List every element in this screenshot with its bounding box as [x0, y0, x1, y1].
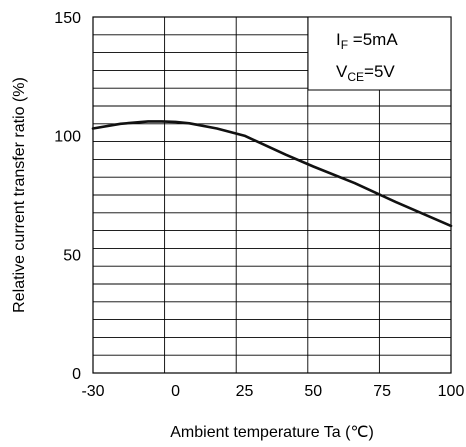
x-tick-label: 50 — [304, 383, 322, 400]
conditions-box — [307, 16, 452, 91]
series-layer — [91, 120, 453, 228]
grid-lines — [93, 17, 451, 373]
condition-voltage-symbol: V — [336, 62, 348, 81]
condition-current: IF =5mA — [336, 30, 398, 52]
conditions-annotation: IF =5mA VCE=5V — [307, 16, 452, 91]
x-tick-label: 25 — [236, 383, 254, 400]
x-tick-label: -30 — [81, 383, 104, 400]
x-axis-title: Ambient temperature Ta (℃) — [170, 424, 374, 441]
plot-frame — [92, 16, 452, 374]
x-tick-label: 75 — [373, 383, 391, 400]
condition-current-value: =5mA — [348, 30, 398, 49]
condition-current-symbol: I — [336, 30, 341, 49]
y-tick-label: 150 — [54, 10, 81, 27]
x-tick-label: 0 — [171, 383, 180, 400]
y-tick-label: 0 — [72, 366, 81, 383]
condition-current-subscript: F — [341, 38, 348, 52]
condition-voltage-value: =5V — [364, 62, 395, 81]
y-tick-label: 100 — [54, 129, 81, 146]
condition-voltage: VCE=5V — [336, 62, 395, 84]
condition-voltage-subscript: CE — [347, 70, 364, 84]
x-tick-label: 100 — [438, 383, 465, 400]
y-tick-label: 50 — [63, 247, 81, 264]
series-line — [91, 120, 453, 228]
y-axis-title: Relative current transfer ratio (%) — [11, 77, 28, 313]
